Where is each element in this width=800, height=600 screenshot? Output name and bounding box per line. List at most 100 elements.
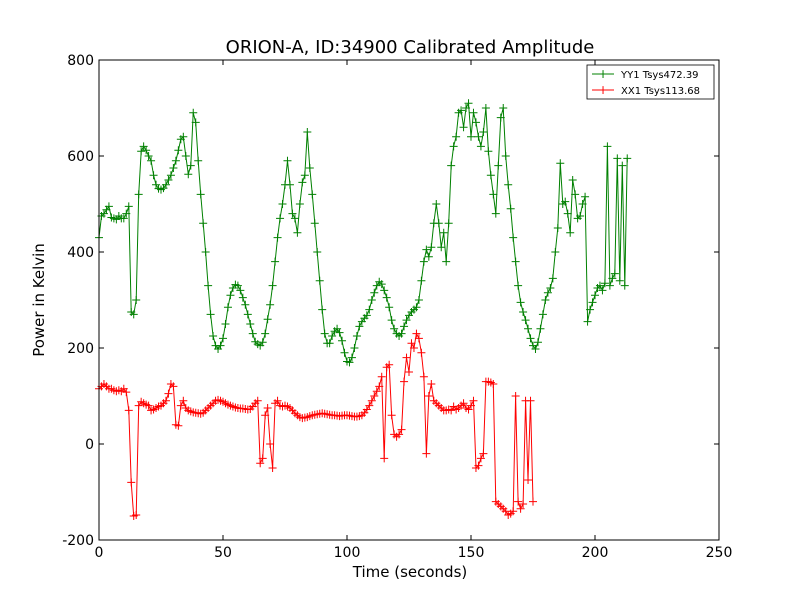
data-point-marker xyxy=(380,286,389,295)
data-point-marker xyxy=(566,228,575,237)
data-point-marker xyxy=(149,171,158,180)
data-point-marker xyxy=(395,430,404,439)
data-point-marker xyxy=(263,315,272,324)
data-point-marker xyxy=(409,344,418,352)
data-point-marker xyxy=(236,286,245,295)
data-point-marker xyxy=(243,310,252,319)
data-point-marker xyxy=(618,161,627,170)
data-point-marker xyxy=(273,233,282,242)
data-point-marker xyxy=(519,308,528,316)
data-point-marker xyxy=(206,310,215,319)
data-point-marker xyxy=(533,338,542,347)
data-point-marker xyxy=(119,214,128,223)
data-point-marker xyxy=(263,404,272,412)
data-point-marker xyxy=(352,332,361,340)
data-point-marker xyxy=(610,269,619,278)
y-tick-label: 400 xyxy=(67,245,94,261)
data-point-marker xyxy=(479,128,488,136)
data-point-marker xyxy=(308,190,317,199)
data-point-marker xyxy=(509,233,518,242)
data-point-marker xyxy=(161,396,170,405)
data-point-marker xyxy=(166,171,175,180)
data-point-marker xyxy=(462,104,471,112)
data-point-marker xyxy=(199,219,208,228)
data-point-marker xyxy=(164,389,173,398)
data-point-marker xyxy=(169,164,178,172)
data-point-marker xyxy=(375,382,384,391)
data-point-marker xyxy=(556,159,565,168)
data-point-marker xyxy=(578,200,587,208)
data-point-marker xyxy=(385,303,394,312)
data-point-marker xyxy=(489,380,498,388)
x-tick-label: 0 xyxy=(95,545,104,561)
data-point-marker xyxy=(563,209,572,218)
data-point-marker xyxy=(320,329,329,338)
data-point-marker xyxy=(124,202,133,211)
data-point-marker xyxy=(127,478,136,487)
data-point-marker xyxy=(412,303,421,312)
legend-marker-yy1: + xyxy=(598,67,608,81)
legend-label-xx1: XX1 Tsys113.68 xyxy=(621,86,700,97)
data-point-marker xyxy=(288,209,297,218)
data-point-marker xyxy=(241,300,250,309)
data-point-marker xyxy=(519,500,528,508)
data-point-marker xyxy=(442,257,451,266)
data-point-marker xyxy=(132,511,141,520)
data-point-marker xyxy=(469,108,478,117)
data-point-marker xyxy=(469,396,478,405)
data-point-marker xyxy=(142,146,151,155)
data-point-marker xyxy=(144,152,153,160)
data-point-marker xyxy=(491,209,500,218)
data-point-marker xyxy=(548,274,557,283)
data-point-marker xyxy=(538,310,547,319)
data-point-marker xyxy=(370,392,379,400)
data-point-marker xyxy=(417,276,426,285)
data-point-marker xyxy=(377,280,386,289)
data-point-marker xyxy=(427,380,436,388)
data-point-marker xyxy=(216,341,225,350)
data-point-marker xyxy=(169,382,178,391)
data-point-marker xyxy=(402,353,411,362)
data-point-marker xyxy=(191,118,200,127)
data-point-marker xyxy=(300,171,309,180)
data-point-marker xyxy=(397,425,406,434)
data-point-marker xyxy=(161,180,170,189)
data-point-marker xyxy=(623,154,632,163)
data-point-marker xyxy=(382,293,391,302)
data-point-marker xyxy=(536,324,545,333)
data-point-marker xyxy=(266,300,275,309)
data-point-marker xyxy=(313,248,322,256)
x-tick-label: 250 xyxy=(706,545,733,561)
data-point-marker xyxy=(486,171,495,180)
data-point-marker xyxy=(444,219,453,228)
data-point-marker xyxy=(509,507,518,516)
data-point-marker xyxy=(134,190,143,199)
data-point-marker xyxy=(238,293,247,302)
chart-title: ORION-A, ID:34900 Calibrated Amplitude xyxy=(226,37,595,58)
data-point-marker xyxy=(501,152,510,160)
data-point-marker xyxy=(196,190,205,199)
data-point-marker xyxy=(526,334,535,343)
data-point-marker xyxy=(476,454,485,463)
data-point-marker xyxy=(261,411,270,420)
data-point-marker xyxy=(514,497,523,506)
data-point-marker xyxy=(233,281,242,290)
data-point-marker xyxy=(439,228,448,237)
y-tick-label: 800 xyxy=(67,53,94,69)
data-point-marker xyxy=(511,392,520,400)
data-point-marker xyxy=(576,212,585,220)
data-point-marker xyxy=(293,228,302,237)
data-point-marker xyxy=(414,296,423,304)
data-point-marker xyxy=(613,154,622,163)
data-point-marker xyxy=(434,219,443,228)
data-point-marker xyxy=(219,334,227,343)
data-point-marker xyxy=(553,224,562,232)
data-point-marker xyxy=(122,209,131,218)
data-point-marker xyxy=(605,281,614,290)
data-point-marker xyxy=(437,243,446,252)
data-point-marker xyxy=(516,504,525,513)
data-point-marker xyxy=(144,401,153,410)
data-point-marker xyxy=(290,214,299,223)
data-point-marker xyxy=(608,274,617,283)
